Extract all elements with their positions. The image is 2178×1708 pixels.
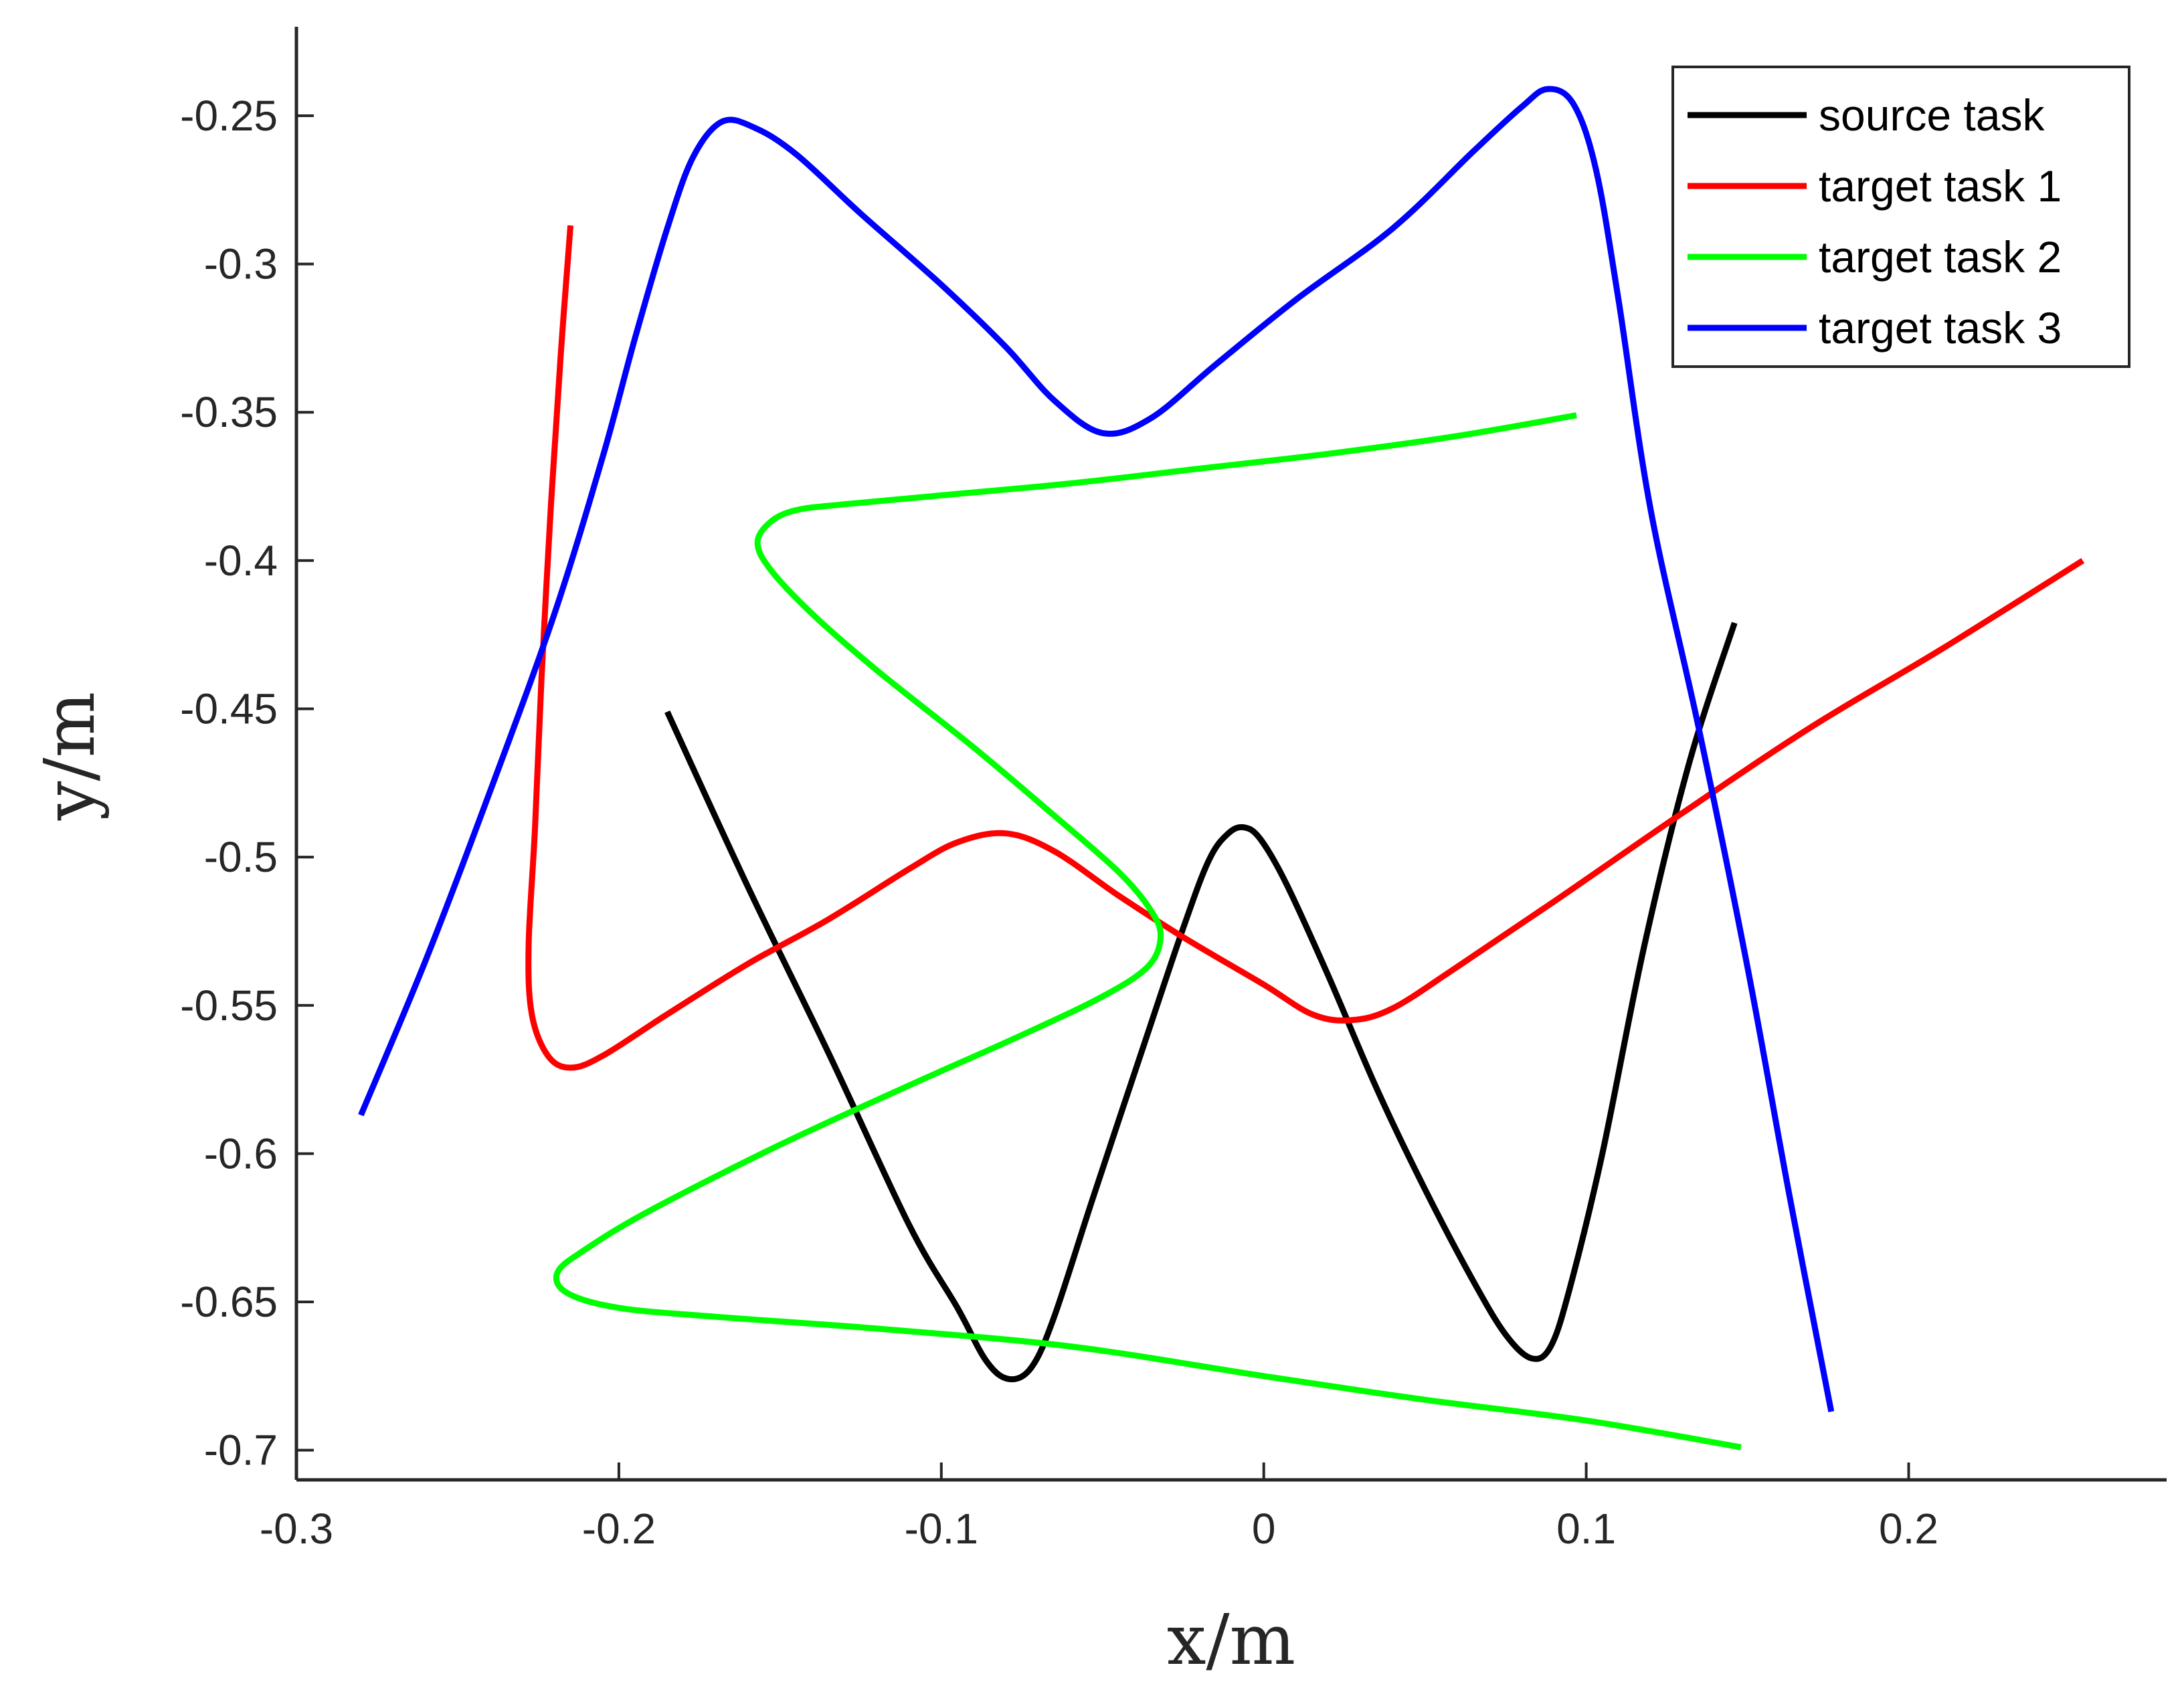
legend-label: source task: [1819, 90, 2045, 140]
y-tick-label: -0.55: [180, 981, 278, 1030]
series-line-source-task: [664, 622, 1738, 1383]
x-ticks: -0.3 -0.2 -0.1 0 0.1 0.2: [260, 1462, 1938, 1553]
y-axis-label: y/m: [29, 692, 110, 821]
legend-label: target task 2: [1819, 232, 2062, 282]
series-line-target-task-1: [525, 225, 2085, 1071]
series-line-target-task-3: [358, 86, 1835, 1412]
x-tick-label: 0.2: [1879, 1505, 1938, 1553]
y-tick-label: -0.4: [204, 537, 278, 585]
x-tick-label: -0.1: [905, 1505, 978, 1553]
y-tick-label: -0.3: [204, 240, 278, 288]
axes: [294, 27, 2167, 1482]
legend: source task target task 1 target task 2 tar…: [1671, 66, 2130, 368]
x-tick-label: 0.1: [1556, 1505, 1616, 1553]
legend-label: target task 3: [1819, 303, 2062, 353]
plot-lines: [358, 86, 2085, 1450]
series-line-target-task-2: [553, 412, 1742, 1450]
x-tick-label: -0.2: [582, 1505, 656, 1553]
x-tick-label: 0: [1252, 1505, 1276, 1553]
y-ticks: -0.7 -0.65 -0.6 -0.55 -0.5 -0.45 -0.4 -0.35 -0.3…: [180, 92, 314, 1475]
y-tick-label: -0.45: [180, 685, 278, 733]
y-tick-label: -0.65: [180, 1278, 278, 1326]
y-tick-label: -0.5: [204, 833, 278, 881]
y-tick-label: -0.6: [204, 1129, 278, 1177]
x-tick-label: -0.3: [260, 1505, 333, 1553]
y-tick-label: -0.7: [204, 1426, 278, 1475]
legend-label: target task 1: [1819, 161, 2062, 211]
y-tick-label: -0.35: [180, 388, 278, 436]
y-tick-label: -0.25: [180, 92, 278, 140]
x-axis-label: x/m: [1167, 1599, 1295, 1681]
